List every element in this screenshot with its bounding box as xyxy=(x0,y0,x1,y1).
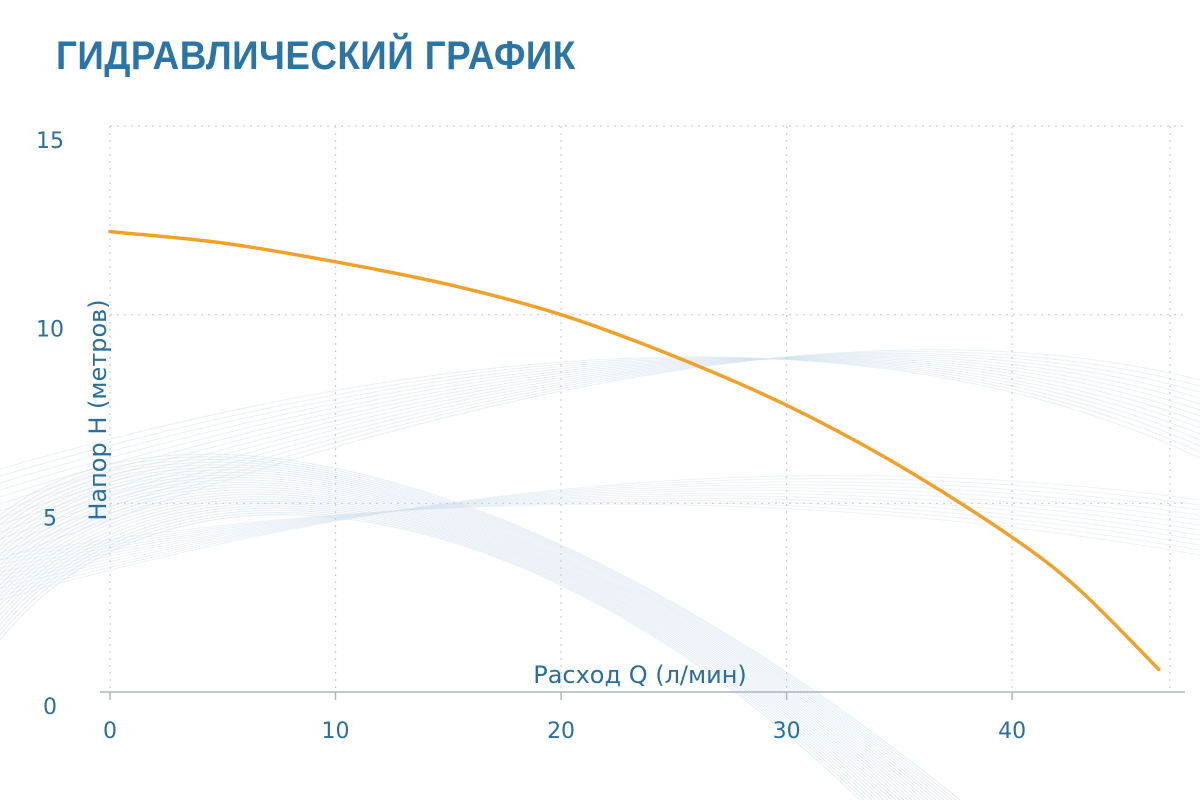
y-tick-label: 15 xyxy=(36,129,64,154)
decor-wave-line xyxy=(0,498,889,800)
decor-wave-line xyxy=(0,489,905,800)
decor-wave-line xyxy=(0,493,897,800)
decor-wave-line xyxy=(0,358,1200,505)
decor-wave-line xyxy=(0,352,1200,547)
decor-wave-line xyxy=(0,495,1200,573)
decor-wave-line xyxy=(0,357,1200,512)
y-tick-label: 0 xyxy=(43,695,57,720)
decor-wave-line xyxy=(0,499,1200,565)
x-tick-label: 20 xyxy=(547,719,575,744)
decor-wave-line xyxy=(0,474,1200,601)
decor-wave-line xyxy=(0,503,881,800)
tick-labels: 0 10 20 30 40 0 5 10 15 xyxy=(36,129,1026,744)
decor-wave-line xyxy=(0,459,953,800)
decor-wave-line xyxy=(0,461,949,800)
decor-wave-line xyxy=(0,456,957,800)
decor-wave-line xyxy=(0,466,941,800)
decor-wave-line xyxy=(0,357,1200,519)
decor-wave-line xyxy=(0,464,945,800)
decor-wave-line xyxy=(0,507,873,800)
decor-wave-line xyxy=(0,478,1200,597)
head-flow-curve xyxy=(108,229,1161,672)
y-axis-label: Напор H (метров) xyxy=(84,299,112,520)
decor-wave-line xyxy=(0,491,901,800)
decor-wave-line xyxy=(0,358,1200,498)
x-tick-label: 30 xyxy=(773,719,801,744)
decor-wave-line xyxy=(0,469,937,800)
decor-wave-line xyxy=(0,357,1200,484)
decor-wave-line xyxy=(0,487,1200,585)
decor-wave-line xyxy=(0,474,929,800)
chart-title: ГИДРАВЛИЧЕСКИЙ ГРАФИК xyxy=(56,34,576,78)
y-tick-label: 10 xyxy=(36,318,64,343)
axes xyxy=(100,691,1185,700)
decor-wave-line xyxy=(0,481,1200,593)
decor-wave-line xyxy=(0,476,925,800)
x-tick-label: 10 xyxy=(322,719,350,744)
decor-wave-line xyxy=(0,500,885,800)
decor-wave-line xyxy=(0,512,865,800)
decor-wave-line xyxy=(0,453,961,800)
decor-wave-line xyxy=(0,484,1200,589)
y-tick-label: 5 xyxy=(43,506,57,531)
decor-wave-line xyxy=(0,514,861,800)
decor-wave-line xyxy=(0,481,917,800)
decor-wave-line xyxy=(0,492,1200,577)
decor-wave-line xyxy=(0,503,1200,557)
decor-wave-line xyxy=(0,479,921,800)
decor-wave-line xyxy=(0,505,877,800)
decor-wave-line xyxy=(0,356,1200,470)
x-tick-label: 40 xyxy=(998,719,1026,744)
decor-wave-line xyxy=(0,501,1200,561)
decor-wave-line xyxy=(0,509,869,800)
decor-wave-line xyxy=(0,496,893,800)
series-group xyxy=(108,229,1161,672)
decor-wave-line xyxy=(0,486,909,800)
decor-wave-line xyxy=(0,484,913,800)
x-tick-label: 0 xyxy=(103,719,117,744)
x-axis-label: Расход Q (л/мин) xyxy=(533,661,747,689)
decor-wave-line xyxy=(0,497,1200,569)
decor-wave-line xyxy=(0,472,933,800)
decor-wave-line xyxy=(0,355,1200,533)
decor-wave-line xyxy=(0,356,1200,526)
